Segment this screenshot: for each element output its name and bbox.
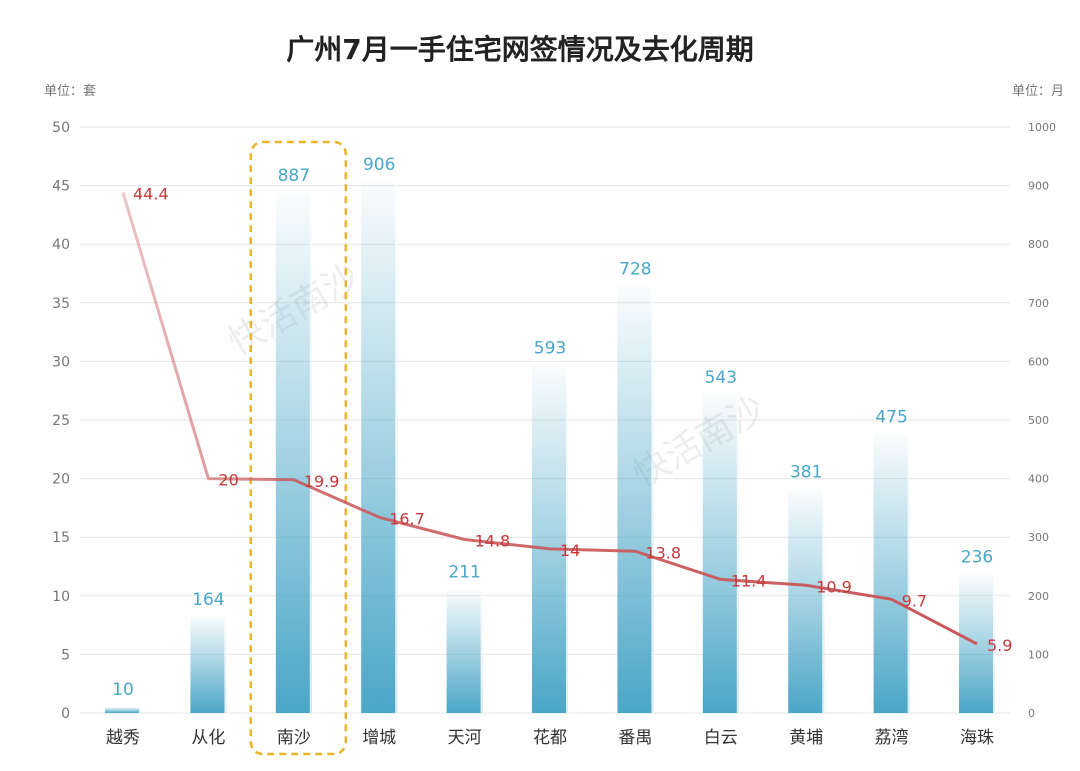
right-tick-label: 1000 [1028,121,1056,134]
right-tick-label: 700 [1028,297,1049,310]
right-tick-label: 800 [1028,238,1049,251]
line-value-label: 10.9 [816,577,852,596]
right-axis-unit: 单位：月 [1011,84,1064,99]
left-tick-label: 10 [52,589,70,605]
category-label: 黄埔 [789,728,823,748]
bar [361,182,398,714]
line-value-label: 14 [560,541,580,560]
bar-value-label: 887 [278,166,310,186]
line-value-label: 20 [218,471,238,490]
bar-value-label: 475 [875,408,907,428]
left-tick-label: 25 [52,413,70,429]
line-value-label: 11.4 [731,571,767,590]
bar-value-label: 728 [619,259,651,279]
bar [190,616,227,713]
left-tick-label: 30 [52,354,70,370]
right-tick-label: 0 [1028,707,1035,720]
bar-value-label: 543 [705,368,737,388]
left-tick-label: 40 [52,237,70,253]
category-label: 番禺 [618,728,652,748]
right-tick-label: 100 [1028,648,1049,661]
line-value-label: 9.7 [902,591,927,610]
line-value-label: 13.8 [645,543,681,562]
highlight-box [249,140,348,756]
left-tick-label: 20 [52,472,70,488]
bar [702,394,739,713]
bar [446,589,483,713]
left-tick-label: 50 [52,120,70,136]
line-value-label: 16.7 [389,509,425,528]
category-label: 南沙 [277,728,311,748]
right-tick-label: 500 [1028,414,1049,427]
bar [275,193,312,713]
bar [532,365,568,713]
category-label: 白云 [704,728,738,748]
line-value-label: 5.9 [987,636,1012,655]
category-label: 荔湾 [875,728,909,748]
category-label: 花都 [533,728,567,748]
bar-value-label: 164 [192,590,224,610]
right-tick-label: 400 [1028,473,1049,486]
bar-value-label: 906 [363,155,395,175]
left-tick-label: 15 [52,530,70,546]
category-label: 海珠 [960,728,994,748]
right-tick-label: 300 [1028,531,1049,544]
bar-value-label: 211 [448,562,480,582]
right-tick-label: 900 [1028,180,1049,193]
category-label: 越秀 [106,728,140,748]
line-value-label: 44.4 [133,185,169,204]
left-axis-unit: 单位：套 [44,84,97,99]
chart-title: 广州7月一手住宅网签情况及去化周期 [286,33,754,66]
bar-value-label: 10 [112,680,134,700]
left-tick-label: 0 [61,706,70,722]
left-tick-label: 35 [52,296,70,312]
bar-value-label: 236 [961,548,993,568]
category-label: 增城 [362,728,396,748]
left-tick-label: 5 [61,647,70,663]
bar [105,707,141,713]
right-tick-label: 200 [1028,590,1049,603]
category-label: 从化 [191,728,225,748]
left-tick-label: 45 [52,179,70,195]
line-value-label: 14.8 [475,532,511,551]
bar-value-label: 593 [534,339,566,359]
bar-value-label: 381 [790,463,822,483]
bar [873,434,910,713]
bar [617,286,654,713]
bar [788,489,825,713]
category-label: 天河 [448,728,482,748]
line-value-label: 19.9 [304,472,340,491]
line-series [121,192,978,646]
right-tick-label: 600 [1028,355,1049,368]
